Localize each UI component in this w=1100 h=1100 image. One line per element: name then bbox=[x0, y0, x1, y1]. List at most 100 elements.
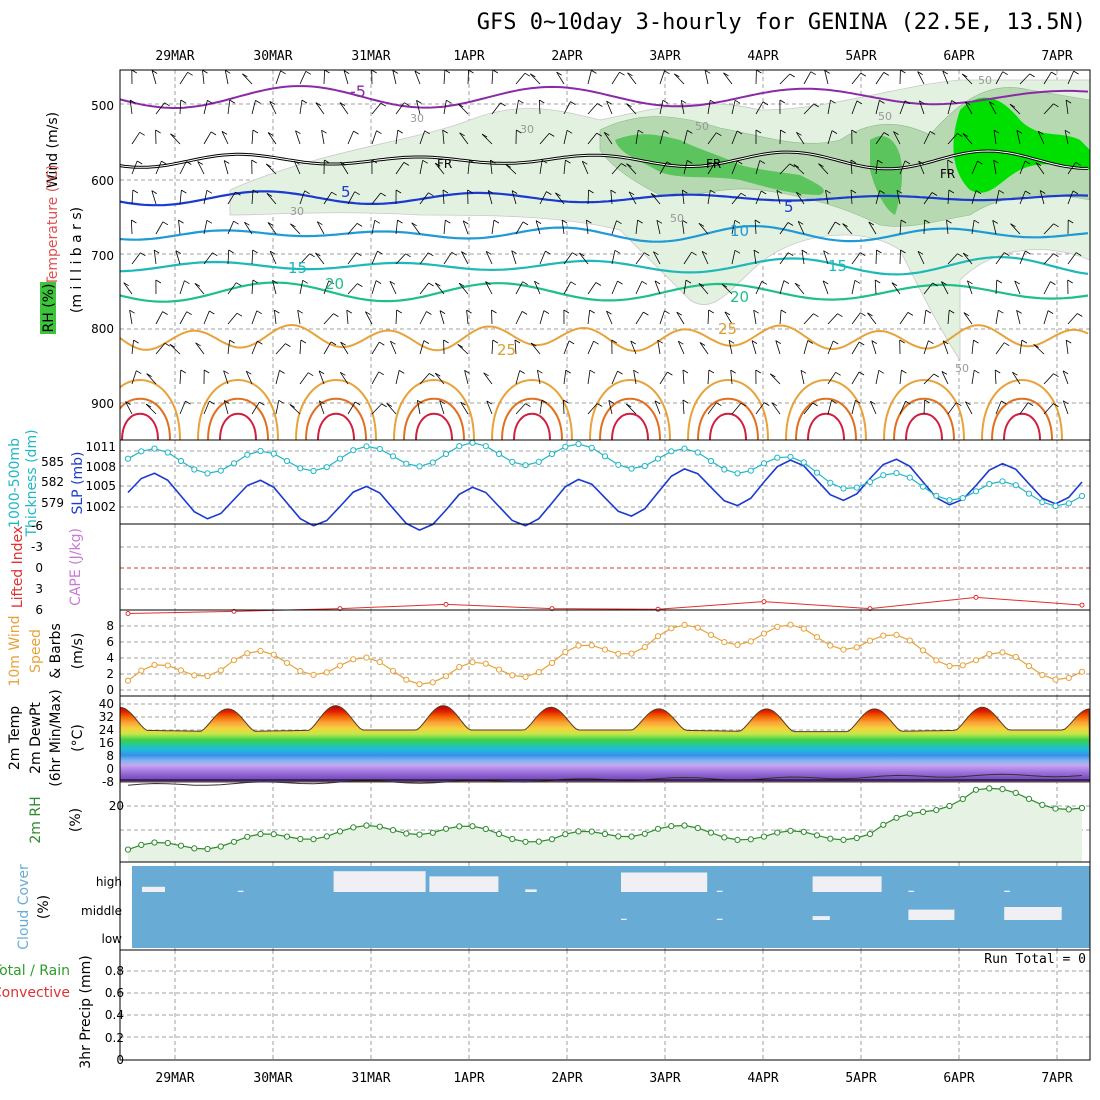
wind-barb-flag bbox=[917, 250, 924, 255]
wind-barb-flag bbox=[868, 221, 875, 226]
slp-tick-label: 1008 bbox=[85, 460, 116, 474]
contour-label: 30 bbox=[290, 205, 304, 218]
wind-barb-flag bbox=[907, 312, 914, 316]
thickness-point bbox=[628, 465, 635, 472]
wind-barb bbox=[630, 340, 637, 355]
wind-barb bbox=[195, 342, 205, 355]
wind-barb bbox=[321, 130, 325, 145]
wind-barb bbox=[659, 100, 664, 115]
precip-tick-label: 0.8 bbox=[105, 964, 124, 978]
wind-barb-flag bbox=[762, 101, 769, 106]
wind-barb-flag bbox=[637, 219, 643, 224]
wind-barb-flag bbox=[356, 252, 362, 257]
wind-barb bbox=[539, 191, 547, 205]
wind-barb bbox=[530, 73, 541, 85]
wind-barb-flag bbox=[290, 223, 296, 228]
wind-barb bbox=[1014, 280, 1021, 295]
rh2m-point bbox=[217, 843, 224, 850]
wind-barb-flag bbox=[656, 219, 663, 224]
wind10-point bbox=[177, 667, 185, 674]
rh2m-point bbox=[588, 828, 595, 835]
thickness-point bbox=[283, 457, 291, 465]
wind-barb-flag bbox=[860, 312, 866, 317]
wind-tick-label: 8 bbox=[106, 619, 114, 633]
wind-barb-flag bbox=[570, 281, 577, 286]
wind-barb-flag bbox=[728, 339, 735, 344]
isotherm-35 bbox=[415, 412, 453, 440]
wind-barb-flag bbox=[561, 219, 568, 224]
wind-barb-flag bbox=[164, 342, 171, 347]
wind10-point bbox=[721, 639, 728, 646]
wind-barb-flag bbox=[186, 161, 192, 165]
wind-barb bbox=[251, 100, 256, 115]
date-tick-label: 30MAR bbox=[253, 1071, 292, 1086]
wind-ylabel: Speed bbox=[28, 629, 44, 673]
wind-barb bbox=[681, 190, 685, 205]
wind-barb bbox=[755, 190, 762, 205]
wind-barb-flag bbox=[302, 279, 308, 284]
wind-barb bbox=[1043, 403, 1054, 415]
wind-barb-flag bbox=[377, 250, 383, 255]
wind-barb-flag bbox=[682, 189, 688, 194]
rh2m-point bbox=[853, 834, 860, 842]
wind-barb-flag bbox=[522, 281, 528, 286]
wind-barb bbox=[723, 72, 733, 85]
wind-barb-flag bbox=[919, 100, 925, 105]
wind-barb-flag bbox=[376, 130, 382, 135]
thickness-point bbox=[376, 445, 383, 453]
rh2m-point bbox=[866, 830, 874, 838]
wind-barb-flag bbox=[1067, 279, 1073, 284]
wind-barb-flag bbox=[184, 280, 190, 285]
wind-barb bbox=[251, 401, 260, 415]
wind-barb-flag bbox=[209, 400, 215, 405]
wind-barb-flag bbox=[133, 339, 139, 344]
isotherm-minus5 bbox=[120, 85, 1089, 109]
wind-barb-flag bbox=[946, 219, 952, 224]
wind-barb-flag bbox=[1053, 403, 1059, 407]
wind-barb-flag bbox=[356, 223, 363, 227]
wind-barb-flag bbox=[426, 311, 432, 315]
wind-barb bbox=[514, 339, 517, 355]
wind-barb-flag bbox=[715, 161, 721, 166]
rh2m-point bbox=[787, 827, 794, 834]
precip-tick-label: 0.4 bbox=[105, 1008, 124, 1022]
wind-barb-flag bbox=[252, 129, 259, 134]
wind-barb-flag bbox=[123, 282, 129, 287]
wind-barb-flag bbox=[404, 102, 410, 107]
wind-barb-flag bbox=[194, 283, 201, 287]
wind-barb bbox=[851, 400, 856, 415]
wind-barb-flag bbox=[610, 189, 617, 194]
wind-barb bbox=[947, 310, 950, 325]
wind-barb-flag bbox=[734, 99, 741, 104]
wind-barb bbox=[485, 281, 493, 295]
wind-barb bbox=[486, 400, 493, 415]
wind-barb bbox=[635, 220, 638, 235]
rh2m-point bbox=[376, 823, 383, 830]
wind10-point bbox=[840, 646, 847, 653]
wind-barb-flag bbox=[929, 131, 936, 135]
date-tick-label: 6APR bbox=[943, 49, 974, 64]
wind-barb-flag bbox=[389, 280, 396, 285]
contour-label: 50 bbox=[695, 120, 709, 133]
wind-barb-flag bbox=[753, 249, 760, 254]
wind-barb bbox=[434, 372, 445, 385]
wind-barb-flag bbox=[252, 189, 259, 194]
wind-barb bbox=[578, 252, 589, 265]
wind-barb bbox=[251, 340, 258, 355]
wind-barb-flag bbox=[681, 219, 688, 224]
wind-barb bbox=[411, 222, 421, 235]
rh2m-point bbox=[164, 839, 171, 847]
wind-barb-flag bbox=[224, 400, 230, 404]
precip-ylabel: 3hr Precip (mm) bbox=[78, 955, 94, 1068]
wind-barb bbox=[793, 164, 805, 175]
wind-barb bbox=[563, 340, 570, 355]
wind-barb-flag bbox=[850, 159, 857, 164]
thickness-point bbox=[509, 458, 516, 465]
wind-barb-flag bbox=[357, 283, 363, 287]
wind-barb bbox=[131, 132, 141, 145]
wind-barb-flag bbox=[1050, 281, 1056, 285]
wind-barb-flag bbox=[973, 219, 980, 224]
wind-barb bbox=[179, 400, 186, 415]
wind-barb-flag bbox=[654, 400, 661, 405]
